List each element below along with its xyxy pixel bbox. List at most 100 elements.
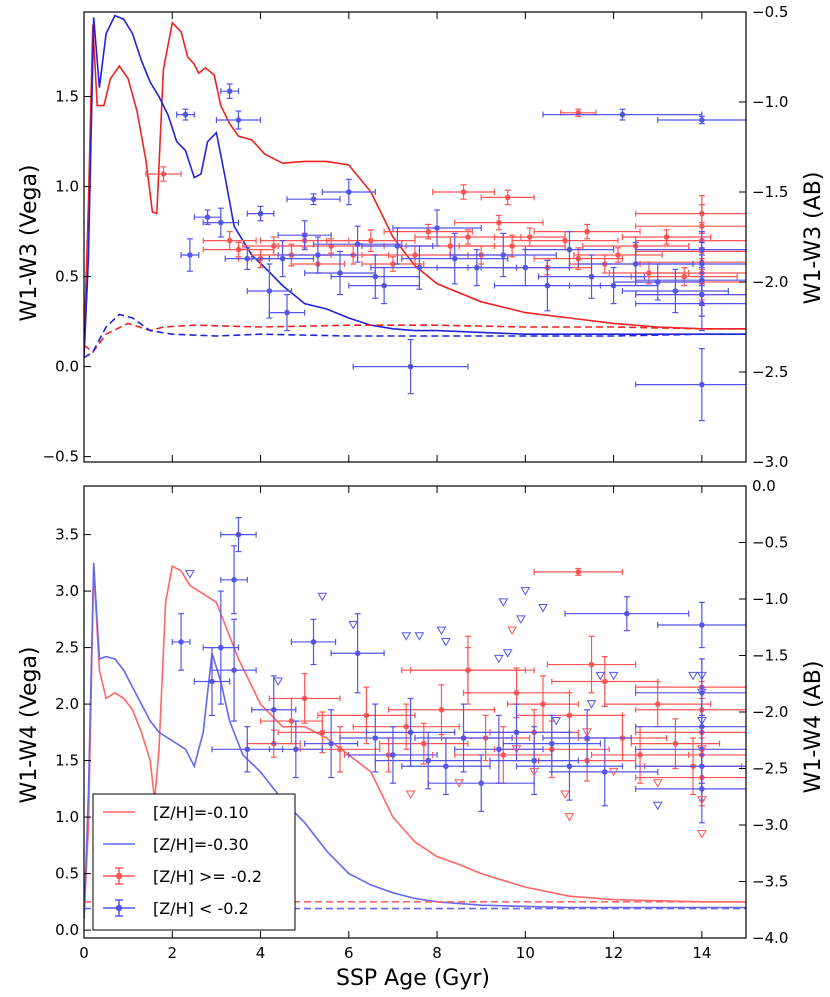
bottom-point-g0-8 [379,722,469,765]
top-marker [301,232,308,239]
bottom-marker [293,746,299,753]
bottom-ytick-label-left: 2.0 [55,695,79,713]
bottom-marker [465,667,471,673]
top-marker [204,214,211,221]
top-point-g0-0 [145,166,182,182]
bottom-marker [403,723,409,730]
top-frame [83,11,747,463]
bottom-point-g1-7 [251,675,297,745]
bottom-upper-limit-1-10 [516,615,526,624]
bottom-upper-limit-1-1 [317,592,328,602]
top-point-g0-19 [493,227,566,247]
bottom-upper-limit-0-3 [529,767,540,777]
bottom-upper-limit-0-12 [582,728,592,737]
bottom-upper-limit-0-10 [697,796,707,805]
top-marker [244,255,251,262]
bottom-upper-limit-0-4 [560,790,570,799]
bottom-upper-limit-1-0 [185,570,195,579]
top-marker [412,252,418,258]
legend: [Z/H]=-0.10 [Z/H]=-0.30 [Z/H] >= -0.2 [Z… [92,793,296,931]
bottom-marker [244,746,251,753]
top-marker [681,273,688,280]
bottom-marker [566,712,573,719]
top-marker [434,225,440,231]
top-ytick-label-left: 1.5 [55,88,79,106]
top-ytick-label-left: 0.5 [55,268,79,286]
bottom-point-g1-4 [202,590,240,705]
bottom-ytick-label-left: 0.0 [55,921,79,939]
bottom-ytick-label-right: −4.0 [752,929,788,947]
bottom-upper-limit-1-6 [441,637,451,647]
top-marker [699,381,705,388]
legend-label-zh-010: [Z/H]=-0.10 [153,803,249,822]
top-point-g0-17 [454,214,544,231]
top-marker [407,363,414,370]
top-point-g0-22 [533,247,624,270]
bottom-upper-limit-0-6 [608,767,619,777]
bottom-xtick-label: 8 [432,944,442,962]
bottom-ytick-label-left: 0.5 [55,865,79,883]
bottom-upper-limit-1-15 [688,671,698,681]
top-marker [182,111,189,118]
bottom-xtick-label: 10 [516,944,535,962]
bottom-point-g1-10 [304,709,359,779]
bottom-marker [496,746,502,753]
top-marker [226,237,233,244]
bottom-upper-limit-1-17 [697,688,707,698]
top-ytick-label-right: −1.0 [752,93,788,111]
top-marker [526,234,533,240]
bottom-point-g1-17 [414,703,513,773]
top-marker [584,228,590,235]
bottom-marker [438,706,445,713]
bottom-xtick-label: 14 [692,944,711,962]
top-point-g1-23 [537,254,646,299]
bottom-upper-limit-1-19 [697,717,707,726]
bottom-ytick-label-left: 1.5 [55,752,79,770]
bottom-marker [624,610,630,617]
bottom-upper-limit-0-5 [564,813,575,822]
top-point-g1-17 [401,232,509,285]
top-ytick-label-left: −0.5 [43,448,79,466]
bottom-marker [390,752,396,758]
bottom-point-g0-29 [533,567,624,576]
bottom-ytick-label-right: −1.5 [752,647,788,665]
bottom-point-g1-1 [220,517,257,553]
bottom-y-axis-label-right: W1-W4 (AB) [801,661,826,794]
bottom-ytick-label-right: −0.5 [752,534,788,552]
bottom-point-g1-11 [330,613,385,694]
bottom-xtick-label: 4 [256,944,266,962]
top-series-line-3 [84,313,746,359]
top-point-g0-21 [511,231,619,251]
bottom-upper-limit-0-9 [697,745,707,754]
bottom-marker [209,678,215,685]
bottom-ytick-label-left: 2.5 [55,639,79,657]
top-point-g1-40 [224,247,270,270]
top-marker [337,270,343,276]
bottom-marker [421,740,427,747]
bottom-point-g1-32 [635,754,746,824]
bottom-point-g0-30 [401,646,535,694]
top-point-g0-23 [533,223,641,240]
top-point-g1-38 [542,108,703,121]
bottom-upper-limit-0-7 [652,779,663,788]
bottom-marker [231,667,237,673]
top-point-g1-2 [220,83,240,100]
bottom-marker [601,678,608,685]
bottom-point-g1-27 [657,601,746,649]
top-point-g0-10 [326,229,416,252]
bottom-point-g1-16 [401,737,491,796]
top-point-g1-16 [392,209,482,247]
top-marker [496,219,502,226]
bottom-marker [500,752,507,758]
top-ytick-label-right: −2.5 [752,363,788,381]
bottom-upper-limit-1-2 [348,620,359,630]
bottom-upper-limit-0-2 [511,745,522,754]
bottom-marker [363,712,370,719]
top-plot-area [84,14,746,422]
top-marker [235,117,242,123]
bottom-point-g0-12 [454,726,553,784]
bottom-marker [337,746,343,753]
bottom-marker [319,729,326,736]
legend-label-zh-030: [Z/H]=-0.30 [153,835,249,854]
